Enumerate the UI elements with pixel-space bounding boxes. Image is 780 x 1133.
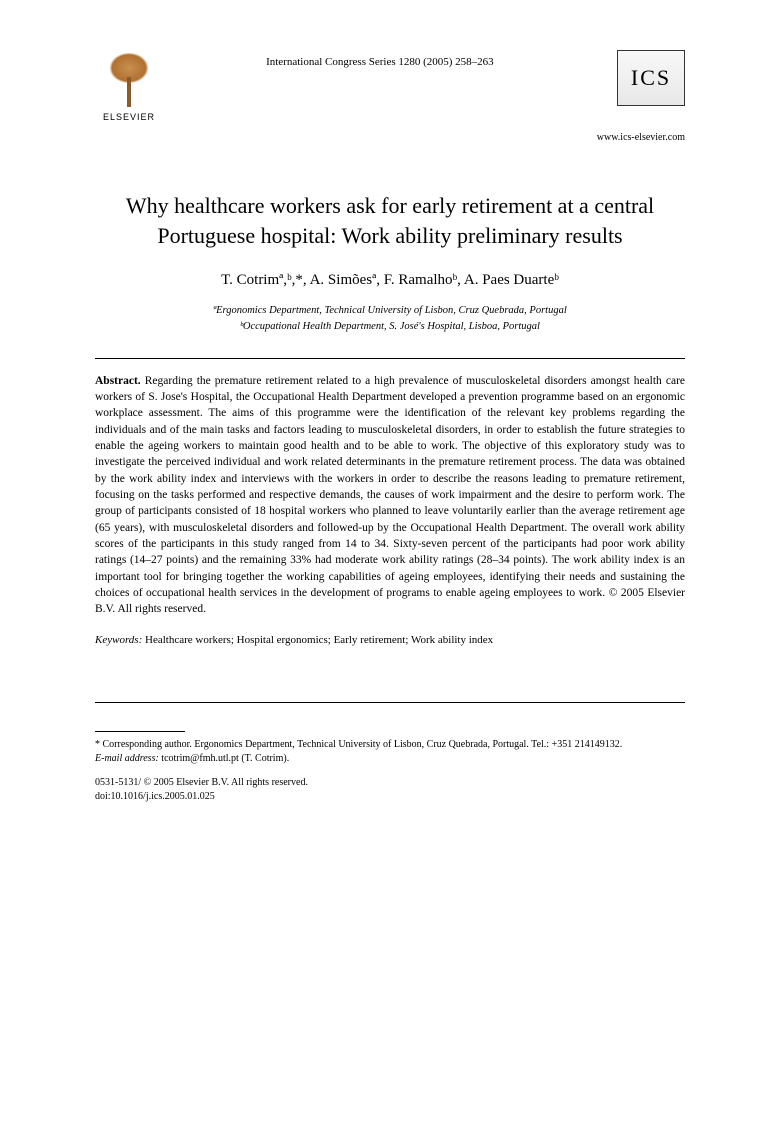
header-row: ELSEVIER International Congress Series 1… (95, 50, 685, 143)
keywords-text: Healthcare workers; Hospital ergonomics;… (142, 634, 493, 646)
publisher-name: ELSEVIER (103, 112, 155, 122)
elsevier-logo: ELSEVIER (95, 50, 163, 128)
affiliation-b: ᵇOccupational Health Department, S. José… (95, 319, 685, 334)
ics-url: www.ics-elsevier.com (597, 132, 685, 143)
corresponding-author: * Corresponding author. Ergonomics Depar… (95, 738, 685, 752)
authors-line: T. Cotrimª,ᵇ,*, A. Simõesª, F. Ramalhoᵇ,… (95, 272, 685, 289)
footnote-block: * Corresponding author. Ergonomics Depar… (95, 738, 685, 766)
abstract-label: Abstract. (95, 375, 141, 387)
affiliations: ªErgonomics Department, Technical Univer… (95, 303, 685, 333)
ics-logo-icon: ICS (617, 50, 685, 106)
copyright-block: 0531-5131/ © 2005 Elsevier B.V. All righ… (95, 776, 685, 804)
keywords: Keywords: Healthcare workers; Hospital e… (95, 634, 685, 646)
ics-block: ICS www.ics-elsevier.com (597, 50, 685, 143)
email-address: tcotrim@fmh.utl.pt (T. Cotrim). (159, 753, 289, 764)
issn-copyright: 0531-5131/ © 2005 Elsevier B.V. All righ… (95, 776, 685, 790)
keywords-label: Keywords: (95, 634, 142, 646)
abstract-text: Regarding the premature retirement relat… (95, 375, 685, 616)
footnote-rule (95, 731, 185, 732)
affiliation-a: ªErgonomics Department, Technical Univer… (95, 303, 685, 318)
journal-reference: International Congress Series 1280 (2005… (163, 50, 597, 68)
elsevier-tree-icon (99, 50, 159, 110)
article-title: Why healthcare workers ask for early ret… (95, 191, 685, 250)
email-label: E-mail address: (95, 753, 159, 764)
rule-top (95, 358, 685, 359)
email-line: E-mail address: tcotrim@fmh.utl.pt (T. C… (95, 752, 685, 766)
doi: doi:10.1016/j.ics.2005.01.025 (95, 790, 685, 804)
abstract: Abstract. Regarding the premature retire… (95, 373, 685, 618)
